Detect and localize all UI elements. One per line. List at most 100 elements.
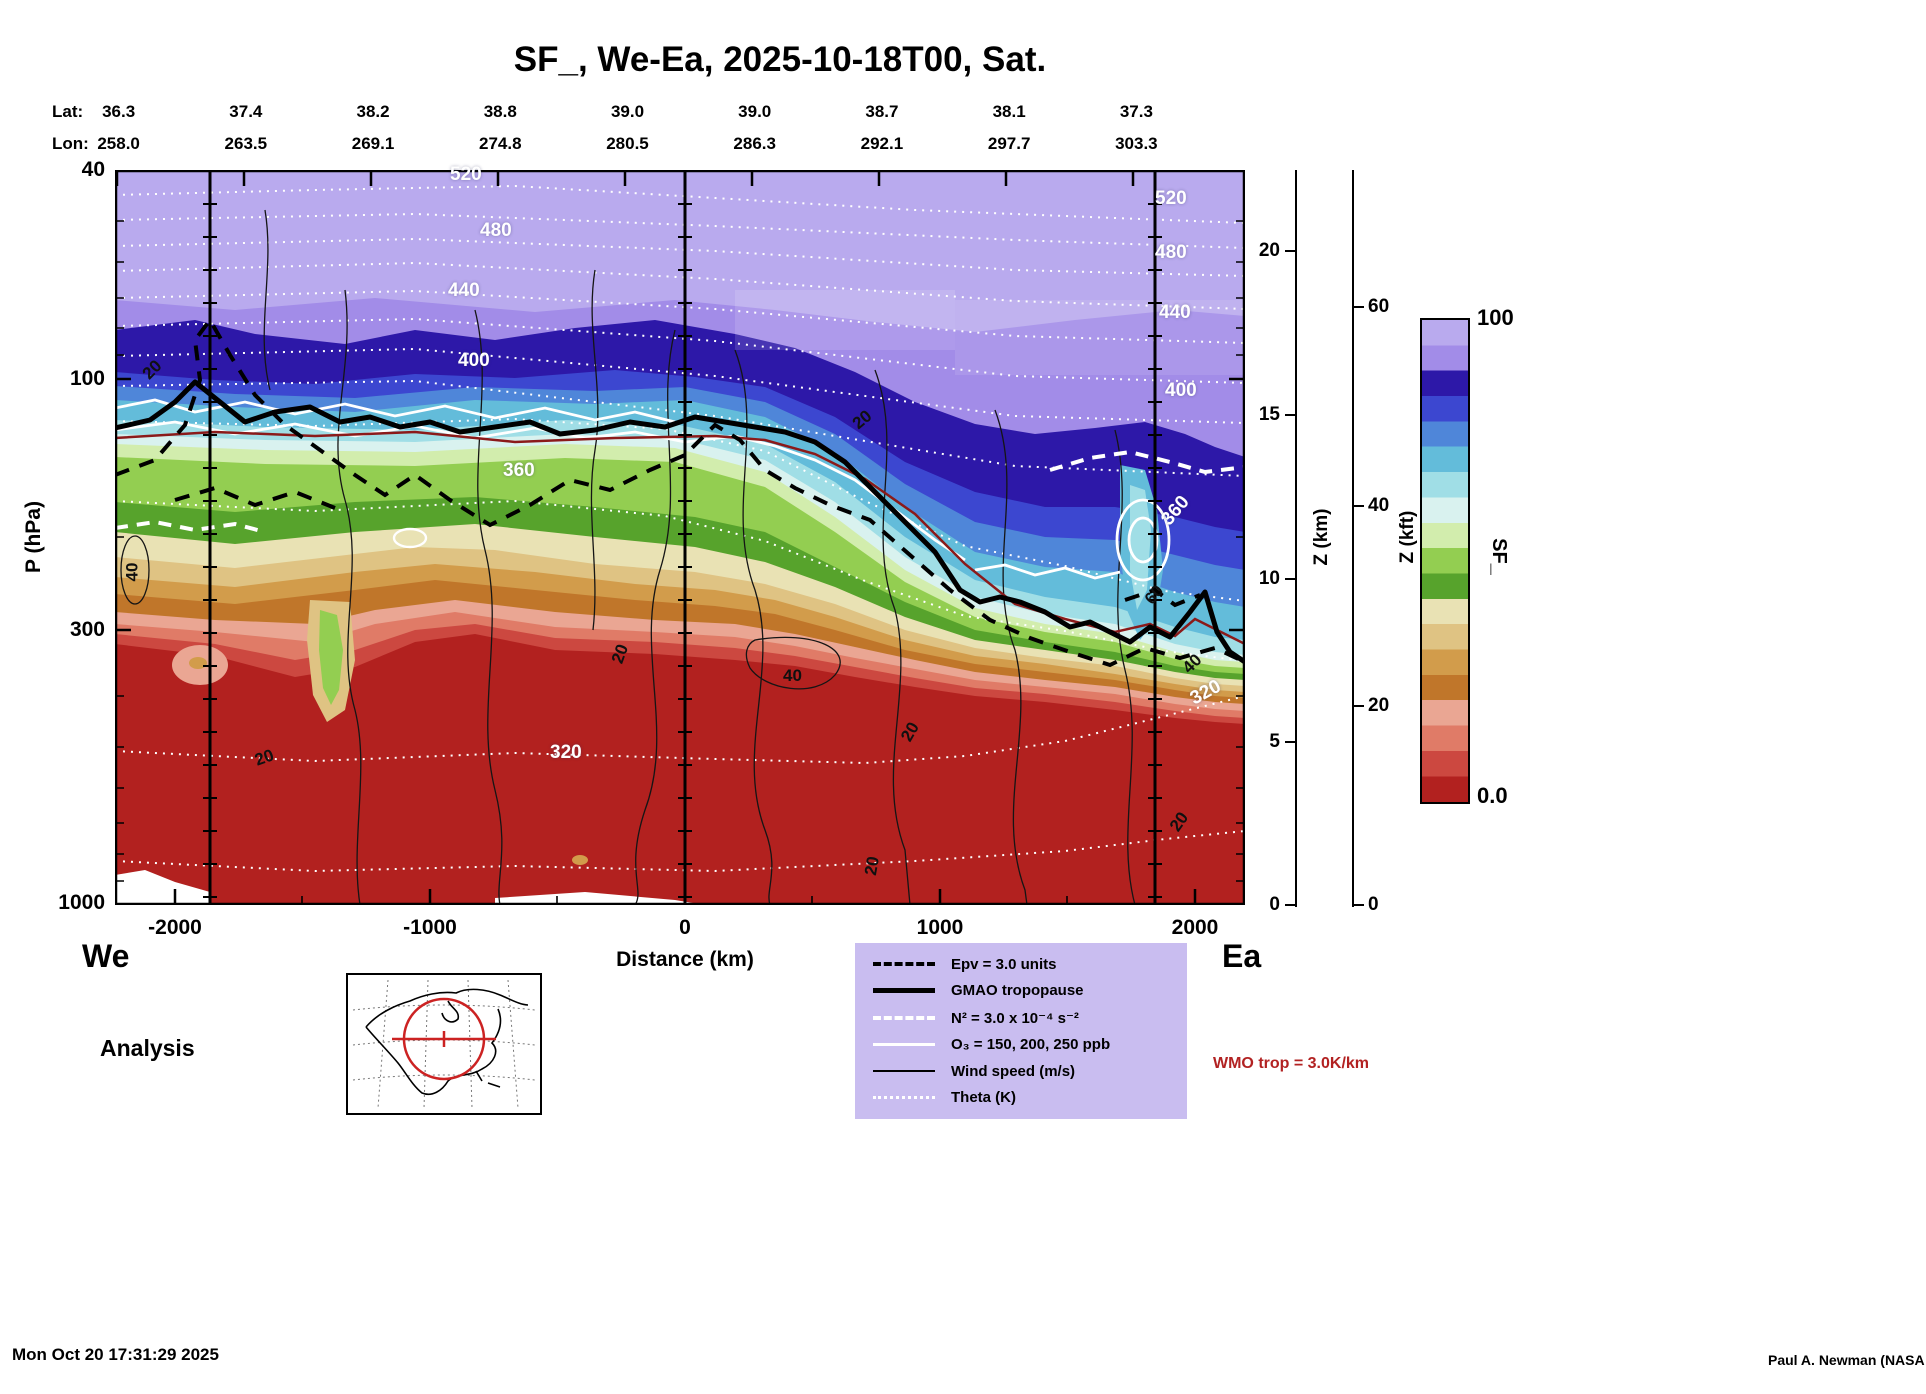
lon-value: 280.5 — [606, 134, 649, 153]
cross-section-plot: 520 520 480 480 440 440 400 400 360 360 … — [115, 164, 1245, 905]
lon-value: 297.7 — [987, 134, 1031, 153]
lat-value: 37.4 — [229, 102, 263, 121]
x-tick-label: 1000 — [916, 916, 964, 939]
lon-value: 274.8 — [478, 134, 522, 153]
z-kft-tick-label: 0 — [1368, 894, 1379, 915]
colorbar-max-label: 100 — [1477, 305, 1514, 330]
legend-label: N² = 3.0 x 10⁻⁴ s⁻² — [951, 1009, 1079, 1027]
east-end-label: Ea — [1222, 938, 1262, 974]
x-tick-label: 0 — [679, 916, 691, 939]
colorbar-min-label: 0.0 — [1477, 783, 1508, 808]
axis-ticks — [115, 170, 1245, 905]
colorbar — [1420, 318, 1470, 804]
cross-section-svg — [115, 170, 1245, 905]
local-features — [115, 290, 1245, 905]
n2-contours — [115, 449, 1245, 534]
legend-label: Epv = 3.0 units — [951, 955, 1057, 973]
legend-item-theta: Theta (K) — [873, 1089, 1169, 1106]
y-tick-label: 300 — [69, 618, 105, 641]
legend-label: GMAO tropopause — [951, 982, 1084, 1000]
plot-border — [115, 170, 1245, 905]
map-inset — [346, 973, 542, 1115]
fill-bands — [115, 170, 1245, 905]
y-tick-label: 40 — [81, 158, 105, 181]
z-kft-tick-label: 60 — [1368, 296, 1390, 317]
x-tick-label: 2000 — [1171, 916, 1219, 939]
theta-contour-label: 440 — [448, 280, 480, 301]
black-dashed-line-sample — [873, 962, 935, 967]
lat-axis-caption: Lat: — [52, 102, 84, 121]
black-thick-line-sample — [873, 988, 935, 994]
z-km-tick — [1285, 578, 1295, 580]
z-km-tick-label: 20 — [1258, 240, 1280, 261]
theta-contour-label: 480 — [480, 220, 512, 241]
z-kft-tick-label: 40 — [1368, 495, 1390, 516]
west-end-label: We — [82, 938, 130, 974]
x-tick-label: -1000 — [403, 916, 457, 939]
white-dashed-line-sample — [873, 1015, 935, 1020]
lat-value: 38.2 — [356, 102, 390, 121]
lon-value: 286.3 — [733, 134, 776, 153]
z-km-tick — [1285, 250, 1295, 252]
z-km-tick — [1285, 904, 1295, 906]
z-km-tick-label: 5 — [1269, 731, 1280, 752]
x-tick-label: -2000 — [148, 916, 202, 939]
lat-value: 36.3 — [102, 102, 136, 121]
z-kft-tick — [1354, 705, 1364, 707]
map-coastlines — [365, 988, 529, 1096]
legend-box: Epv = 3.0 units GMAO tropopause N² = 3.0… — [855, 943, 1187, 1119]
z-kft-tick — [1354, 505, 1364, 507]
y-tick-label: 100 — [69, 367, 105, 390]
legend-item-n2: N² = 3.0 x 10⁻⁴ s⁻² — [873, 1009, 1169, 1027]
wind-contour-label: 40 — [783, 666, 802, 685]
lon-value: 269.1 — [351, 134, 395, 153]
wind-contour-label: 40 — [122, 562, 142, 582]
legend-item-wind-speed: Wind speed (m/s) — [873, 1063, 1169, 1080]
lat-value: 37.3 — [1119, 102, 1153, 121]
colorbar-svg — [1422, 320, 1468, 802]
z-km-tick-label: 15 — [1258, 404, 1280, 425]
figure-title: SF_, We-Ea, 2025-10-18T00, Sat. — [513, 40, 1047, 79]
z-kft-axis-line — [1352, 170, 1354, 907]
map-inset-svg — [352, 979, 536, 1109]
lat-values-row: 36.3 37.4 38.2 38.8 39.0 39.0 38.7 38.1 … — [55, 102, 1200, 122]
z-kft-tick — [1354, 306, 1364, 308]
theta-contour-label: 360 — [503, 460, 535, 481]
gmao-tropopause-line — [115, 379, 1245, 665]
wmo-tropopause-note: WMO trop = 3.0K/km — [1213, 1055, 1370, 1072]
theta-contour-label: 400 — [1165, 380, 1197, 401]
theta-contour-label: 440 — [1159, 302, 1191, 323]
z-kft-tick — [1354, 904, 1364, 906]
legend-item-gmao-tropopause: GMAO tropopause — [873, 982, 1169, 999]
white-solid-line-sample — [873, 1043, 935, 1047]
z-km-tick-label: 10 — [1258, 568, 1280, 589]
legend-label: Theta (K) — [951, 1089, 1016, 1107]
z-km-axis-line — [1295, 170, 1297, 907]
lat-value: 38.8 — [483, 102, 517, 121]
ozone-contours — [115, 398, 1171, 582]
theta-contours — [115, 184, 1245, 873]
z-kft-axis-label: Z (kft) — [1397, 510, 1418, 564]
x-axis-label: Distance (km) — [616, 948, 754, 971]
epv-contours — [115, 316, 1245, 668]
z-km-tick — [1285, 414, 1295, 416]
credit: Paul A. Newman (NASA — [1768, 1352, 1925, 1368]
lon-values-row: 258.0 263.5 269.1 274.8 280.5 286.3 292.… — [55, 134, 1200, 154]
theta-contour-label: 400 — [458, 350, 490, 371]
wind-speed-contours — [120, 209, 1136, 905]
theta-contour-label: 520 — [450, 164, 482, 185]
legend-item-epv: Epv = 3.0 units — [873, 956, 1169, 973]
lon-axis-caption: Lon: — [52, 134, 89, 153]
z-kft-tick-label: 20 — [1368, 695, 1390, 716]
lon-value: 303.3 — [1115, 134, 1158, 153]
z-km-axis-label: Z (km) — [1311, 508, 1332, 566]
y-axis-label: P (hPa) — [22, 501, 45, 573]
lat-value: 39.0 — [738, 102, 772, 121]
z-km-tick-label: 0 — [1269, 894, 1280, 915]
lon-value: 258.0 — [97, 134, 140, 153]
theta-contour-label: 520 — [1155, 188, 1187, 209]
theta-contour-label: 320 — [550, 742, 582, 763]
meridian-lines — [203, 170, 1162, 905]
colorbar-title: SF_ — [1487, 538, 1510, 575]
legend-label: O₃ = 150, 200, 250 ppb — [951, 1036, 1111, 1054]
